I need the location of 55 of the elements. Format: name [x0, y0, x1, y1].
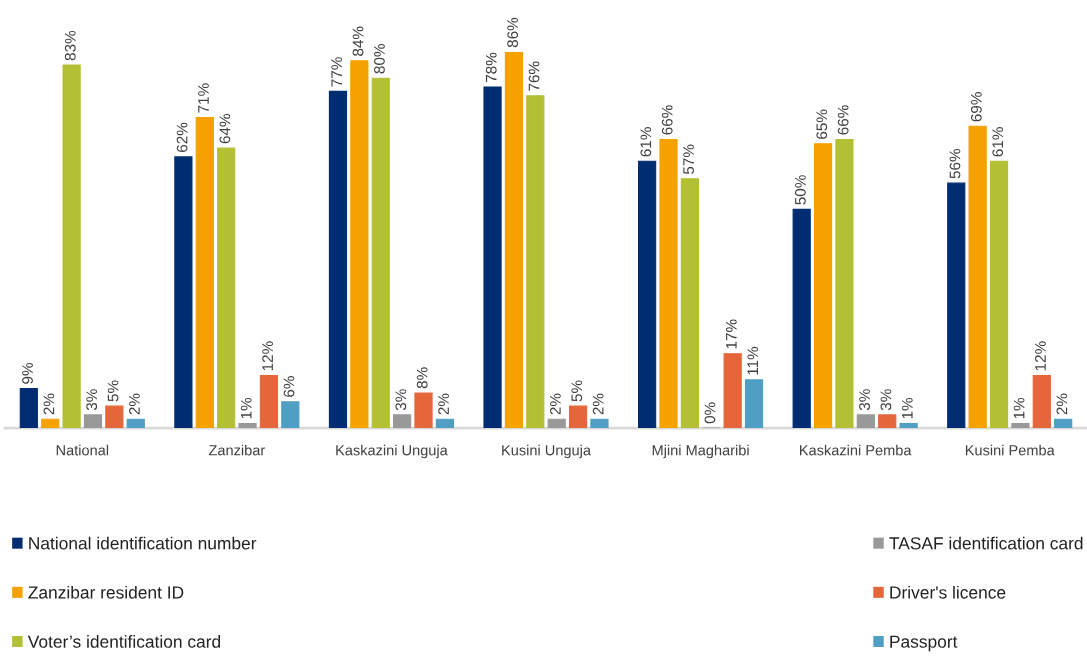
data-label: 57% — [683, 144, 694, 175]
x-tick-label: Zanzibar — [208, 444, 265, 456]
data-label: 8% — [416, 367, 428, 389]
legend-label: TASAF identification card — [889, 536, 1083, 550]
data-label: 83% — [64, 30, 76, 61]
data-label: 1% — [1013, 397, 1025, 419]
data-label: 56% — [949, 148, 961, 179]
legend-label: Passport — [890, 635, 958, 652]
data-label: 2% — [592, 393, 604, 415]
data-label: 12% — [1035, 341, 1046, 371]
data-label: 0% — [704, 402, 716, 424]
data-label: 1% — [240, 397, 252, 419]
data-label: 2% — [438, 393, 449, 415]
x-tick-label: Kaskazini Unguja — [336, 444, 448, 459]
data-label: 77% — [331, 57, 343, 87]
data-label: 69% — [970, 92, 982, 122]
data-label: 2% — [43, 393, 55, 415]
data-label: 78% — [485, 52, 497, 83]
data-label: 62% — [176, 122, 188, 152]
data-label: 66% — [661, 105, 673, 135]
data-label: 86% — [507, 17, 519, 48]
data-label: 1% — [901, 397, 913, 419]
legend-label: Driver's licence — [890, 585, 1006, 599]
data-label: 11% — [747, 346, 759, 375]
data-label: 17% — [725, 319, 737, 349]
data-label: 2% — [549, 393, 561, 415]
x-tick-label: Kusini Unguja — [502, 444, 591, 459]
data-label: 61% — [640, 127, 652, 157]
legend-label: National identification number — [29, 536, 257, 550]
data-label: 66% — [837, 105, 849, 135]
data-label: 9% — [22, 362, 33, 384]
data-label: 5% — [571, 380, 583, 402]
data-label: 80% — [374, 44, 385, 74]
data-label: 3% — [395, 389, 407, 411]
data-label: 65% — [816, 109, 828, 139]
x-tick-label: Kusini Pemba — [965, 444, 1055, 456]
data-label: 12% — [262, 341, 273, 371]
data-label: 84% — [352, 26, 364, 56]
data-label: 64% — [219, 113, 231, 144]
data-label: 5% — [107, 380, 119, 402]
data-label: 6% — [283, 376, 295, 397]
data-label: 3% — [880, 389, 892, 411]
legend-label: Zanzibar resident ID — [28, 585, 184, 599]
data-label: 50% — [794, 175, 806, 205]
data-label: 71% — [198, 83, 209, 113]
legend-label: Voter’s identification card — [27, 635, 221, 648]
x-tick-label: National — [56, 444, 109, 456]
data-label: 3% — [859, 389, 870, 411]
data-label: 2% — [129, 393, 140, 415]
data-label: 76% — [528, 61, 540, 91]
data-label: 3% — [86, 389, 98, 411]
x-tick-label: Mjini Magharibi — [652, 444, 749, 459]
x-tick-label: Kaskazini Pemba — [800, 444, 912, 456]
data-label: 61% — [992, 127, 1004, 157]
data-label: 2% — [1056, 393, 1068, 415]
